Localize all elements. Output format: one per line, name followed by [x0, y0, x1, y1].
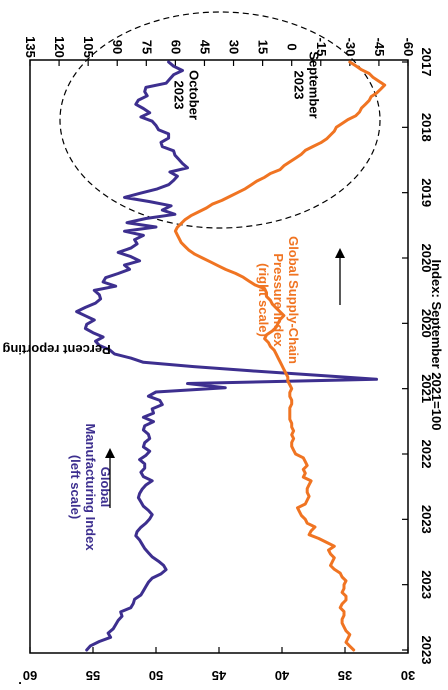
supply-chain-arrow-head [335, 248, 345, 258]
right-axis-tick-label: 90 [110, 40, 125, 54]
september-2023-label-line: September [307, 51, 322, 118]
left-axis-tick-label: 50 [149, 668, 163, 683]
plot-frame [29, 59, 409, 654]
october-2023-label-line: October [187, 70, 202, 120]
right-axis-tick-label: -60 [401, 38, 416, 57]
time-axis-tick-label: 2023 [419, 636, 434, 665]
time-axis-tick-label: 2023 [419, 570, 434, 599]
october-2023-label-line: 2023 [172, 81, 187, 110]
manufacturing-index-line [75, 60, 378, 652]
supply-chain-label-line: Global Supply-Chain [286, 236, 301, 364]
supply-chain-label-line: (right scale) [256, 263, 271, 337]
highlight-ellipse [59, 11, 381, 229]
time-axis-tick-label: 2019 [419, 178, 434, 207]
right-axis-tick-label: 30 [227, 40, 242, 54]
right-axis-tick-label: 45 [197, 40, 212, 54]
supply-chain-index-line [173, 60, 387, 652]
right-axis-tick-label: -30 [343, 38, 358, 57]
right-axis-tick-label: 120 [52, 36, 67, 58]
highlight-ellipse-shape [59, 11, 381, 229]
left-axis-tick-label: 45 [212, 668, 226, 683]
left-axis-tick-label: 35 [338, 668, 352, 683]
september-2023-label-line: 2023 [292, 71, 307, 100]
series-group [75, 60, 387, 652]
right-axis-title: Index: September 2021=100 [429, 260, 444, 431]
right-axis-tick-label: 75 [139, 40, 154, 54]
right-axis-tick-label: 0 [285, 43, 300, 50]
left-axis-tick-label: 55 [86, 668, 100, 683]
time-axis-tick-label: 2017 [419, 48, 434, 77]
right-axis-tick-label: 135 [23, 36, 38, 58]
right-axis-tick-label: -15 [314, 38, 329, 57]
left-axis-tick-label: 30 [401, 668, 415, 683]
time-axis-tick-label: 2020 [419, 244, 434, 273]
left-axis-tick-label: 60 [23, 668, 37, 683]
time-axis-tick-label: 2021 [419, 374, 434, 403]
right-axis-tick-label: 60 [168, 40, 183, 54]
stray-dot: . [18, 672, 22, 687]
left-axis-tick-label: 40 [275, 668, 289, 683]
supply-chain-label-line: Pressure Index [271, 253, 286, 347]
manufacturing-arrow-head [105, 448, 115, 458]
right-axis-tick-label: -45 [372, 38, 387, 57]
manufacturing-label-line: (left scale) [68, 455, 83, 519]
manufacturing-label-line: Manufacturing Index [83, 423, 98, 551]
right-axis-tick-label: 105 [81, 36, 96, 58]
manufacturing-label-line: Global [98, 467, 113, 507]
time-axis-tick-label: 2020 [419, 309, 434, 338]
time-axis-tick-label: 2022 [419, 440, 434, 469]
left-axis-title: Percent reporting improvement [0, 342, 111, 357]
time-axis-tick-label: 2018 [419, 113, 434, 142]
right-axis-tick-label: 15 [256, 40, 271, 54]
time-axis-tick-label: 2023 [419, 505, 434, 534]
